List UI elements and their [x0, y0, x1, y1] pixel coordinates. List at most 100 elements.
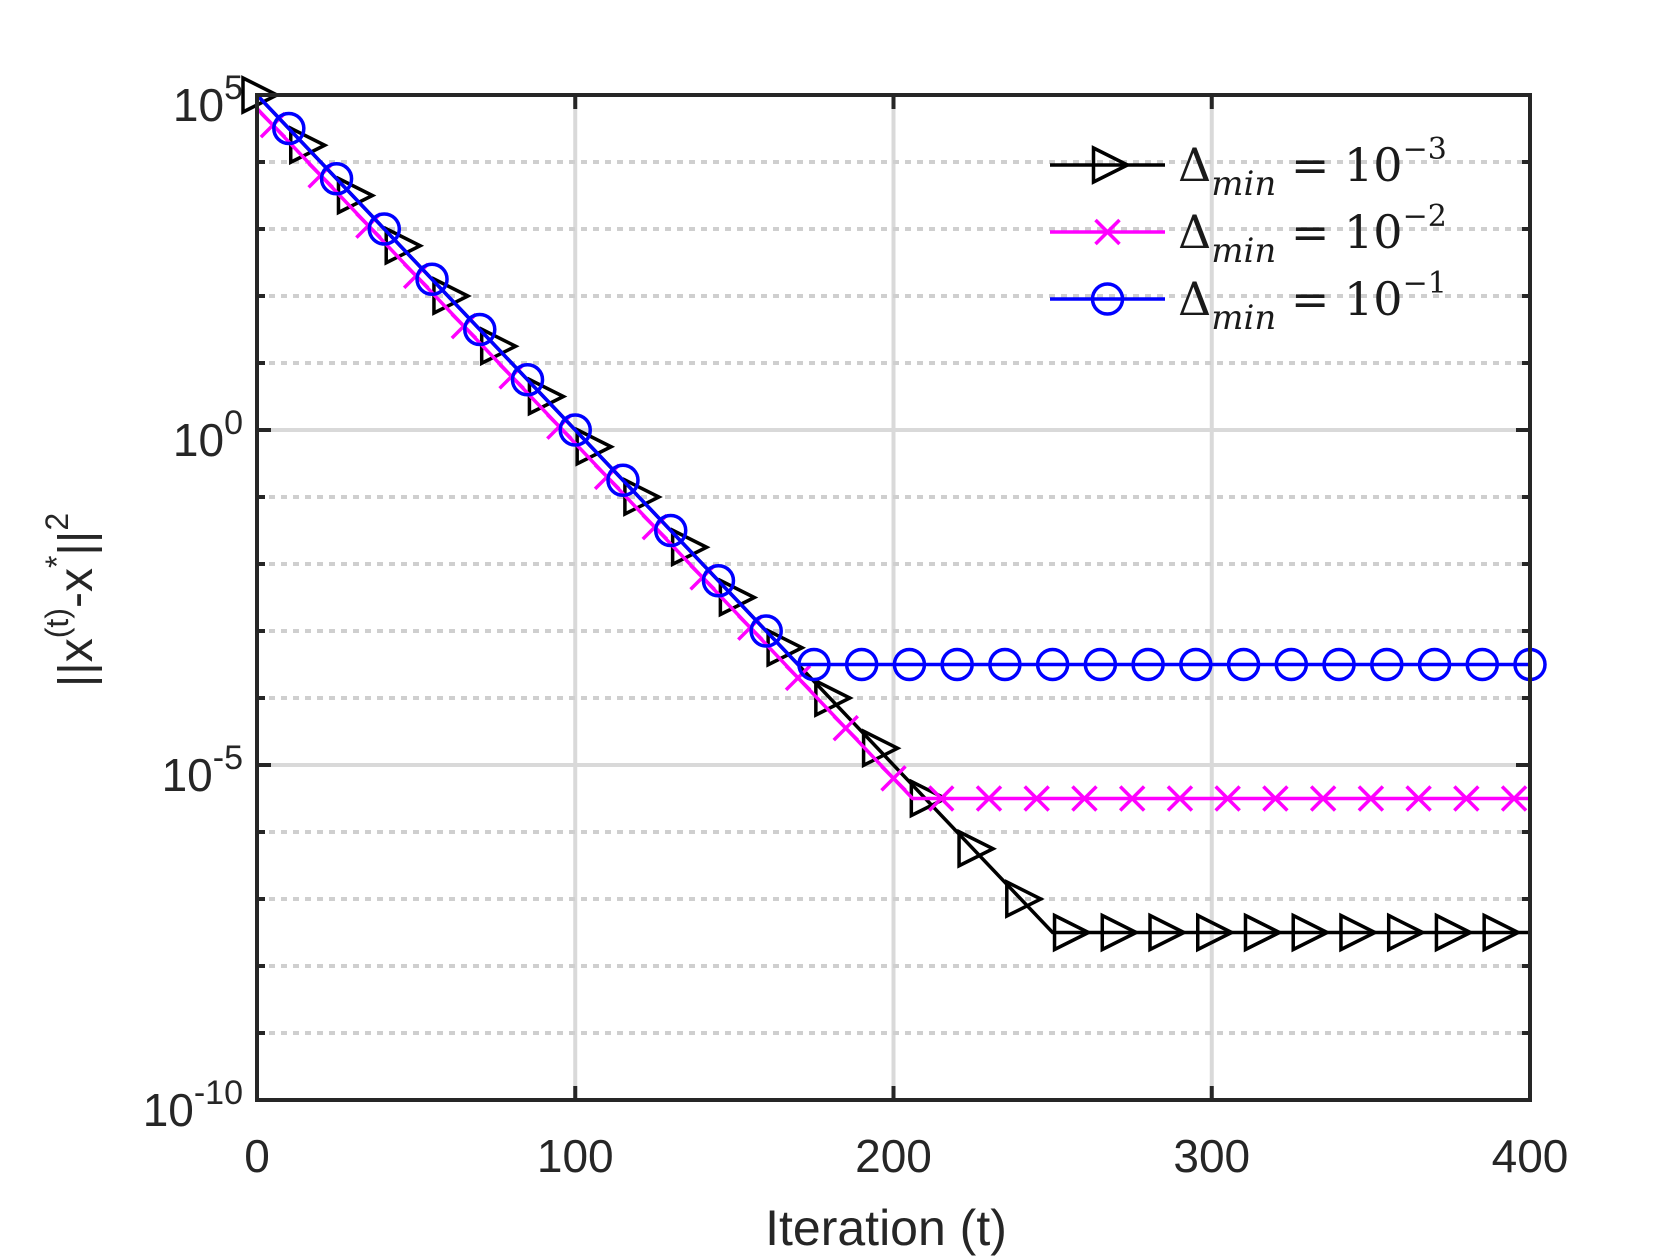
- x-marker-stroke: [1214, 785, 1241, 812]
- y-label-base: ||x: [50, 638, 103, 687]
- legend-subscript: min: [1211, 164, 1276, 204]
- x-marker-stroke: [1405, 785, 1432, 812]
- x-marker-stroke: [975, 785, 1003, 812]
- legend-exponent: −1: [1403, 266, 1447, 301]
- x-marker: [1094, 218, 1121, 246]
- x-axis-label: Iteration (t): [765, 1200, 1007, 1256]
- circle-marker: [1226, 647, 1261, 682]
- triangle-marker: [1196, 912, 1236, 953]
- triangle-marker: [1386, 912, 1427, 953]
- y-label-sup-star: *: [39, 556, 75, 568]
- x-tick-label: 400: [1492, 1130, 1569, 1182]
- x-marker-stroke: [928, 785, 955, 812]
- x-marker: [1023, 785, 1050, 812]
- y-tick-base: 10: [173, 414, 224, 466]
- x-marker: [1405, 785, 1432, 812]
- circle-marker: [701, 564, 736, 598]
- x-tick-labels: 0 100 200 300 400: [244, 1130, 1568, 1182]
- circle-marker: [749, 614, 783, 648]
- triangle-marker: [1100, 912, 1141, 953]
- x-marker-stroke: [1309, 785, 1337, 812]
- legend-delta: Δ: [1178, 138, 1211, 192]
- x-marker-stroke: [1094, 218, 1121, 246]
- circle-marker: [892, 647, 927, 682]
- circle-marker: [1035, 647, 1070, 682]
- circle-marker: [415, 262, 449, 296]
- axis-ticks: [255, 93, 1532, 1102]
- x-marker: [1166, 785, 1194, 812]
- circle-marker: [367, 212, 402, 246]
- triangle-marker: [1243, 912, 1284, 953]
- circle-marker: [1465, 647, 1500, 682]
- x-tick-label: 200: [855, 1130, 932, 1182]
- circle-marker: [1131, 647, 1165, 682]
- legend-equals: = 10: [1276, 205, 1402, 259]
- series-layer: [241, 75, 1547, 953]
- x-marker-stroke: [1262, 785, 1289, 812]
- circle-marker: [1417, 647, 1452, 682]
- circle-marker: [319, 162, 354, 196]
- triangle-marker: [1148, 912, 1188, 953]
- circle-marker: [988, 647, 1022, 682]
- y-label-sup-2: 2: [39, 513, 75, 531]
- legend-label: Δmin = 10−2: [1178, 199, 1447, 271]
- x-marker: [1500, 785, 1528, 812]
- circle-marker: [606, 463, 640, 497]
- x-marker: [1357, 785, 1385, 812]
- y-label-mid: -x: [50, 568, 103, 608]
- legend-label: Δmin = 10−3: [1178, 132, 1447, 204]
- y-tick-exponent: 0: [224, 404, 243, 442]
- circle-marker: [940, 647, 974, 682]
- legend-equals: = 10: [1276, 138, 1402, 192]
- circle-marker: [1090, 282, 1125, 316]
- triangle-marker: [1005, 879, 1045, 919]
- triangle-marker: [1052, 912, 1093, 953]
- x-marker-stroke: [1500, 785, 1528, 812]
- legend-delta: Δ: [1178, 205, 1211, 259]
- x-marker: [1071, 785, 1098, 812]
- x-marker: [1453, 785, 1480, 812]
- legend-subscript: min: [1211, 298, 1276, 338]
- legend-entry-2: Δmin = 10−2: [1050, 199, 1447, 271]
- y-tick-base: 10: [173, 79, 224, 131]
- y-tick-base: 10: [143, 1084, 194, 1136]
- circle-marker: [844, 647, 879, 682]
- legend-entry-3: Δmin = 10−1: [1050, 266, 1447, 338]
- x-tick-label: 300: [1173, 1130, 1250, 1182]
- circle-marker: [797, 647, 831, 682]
- x-marker-stroke: [1453, 785, 1480, 812]
- y-tick-label: 100: [173, 404, 243, 466]
- circle-marker: [558, 413, 592, 447]
- legend-label: Δmin = 10−1: [1178, 266, 1447, 338]
- x-tick-label: 0: [244, 1130, 270, 1182]
- grid-lines: [257, 95, 1530, 1100]
- x-marker: [928, 785, 955, 812]
- y-label-tail: ||: [50, 531, 103, 556]
- legend-delta: Δ: [1178, 272, 1211, 326]
- x-marker-stroke: [1118, 785, 1146, 812]
- y-tick-label: 105: [173, 69, 243, 131]
- circle-marker: [463, 312, 497, 347]
- y-tick-exponent: 5: [224, 69, 243, 107]
- legend-exponent: −2: [1403, 199, 1447, 234]
- x-marker-stroke: [1357, 785, 1385, 812]
- x-marker: [1262, 785, 1289, 812]
- x-marker: [880, 765, 907, 792]
- x-marker: [1118, 785, 1146, 812]
- triangle-marker: [1482, 912, 1523, 953]
- y-tick-label: 10-5: [162, 739, 243, 801]
- circle-marker: [1179, 647, 1213, 682]
- y-label-sup-t: (t): [39, 608, 75, 638]
- circle-marker: [653, 513, 688, 548]
- legend-equals: = 10: [1276, 272, 1402, 326]
- triangle-marker: [1434, 912, 1475, 953]
- legend-entry-1: Δmin = 10−3: [1050, 132, 1447, 204]
- x-tick-label: 100: [537, 1130, 614, 1182]
- circle-marker: [272, 111, 306, 146]
- triangle-marker: [241, 75, 281, 115]
- circle-marker: [1370, 647, 1404, 682]
- x-marker-stroke: [1166, 785, 1194, 812]
